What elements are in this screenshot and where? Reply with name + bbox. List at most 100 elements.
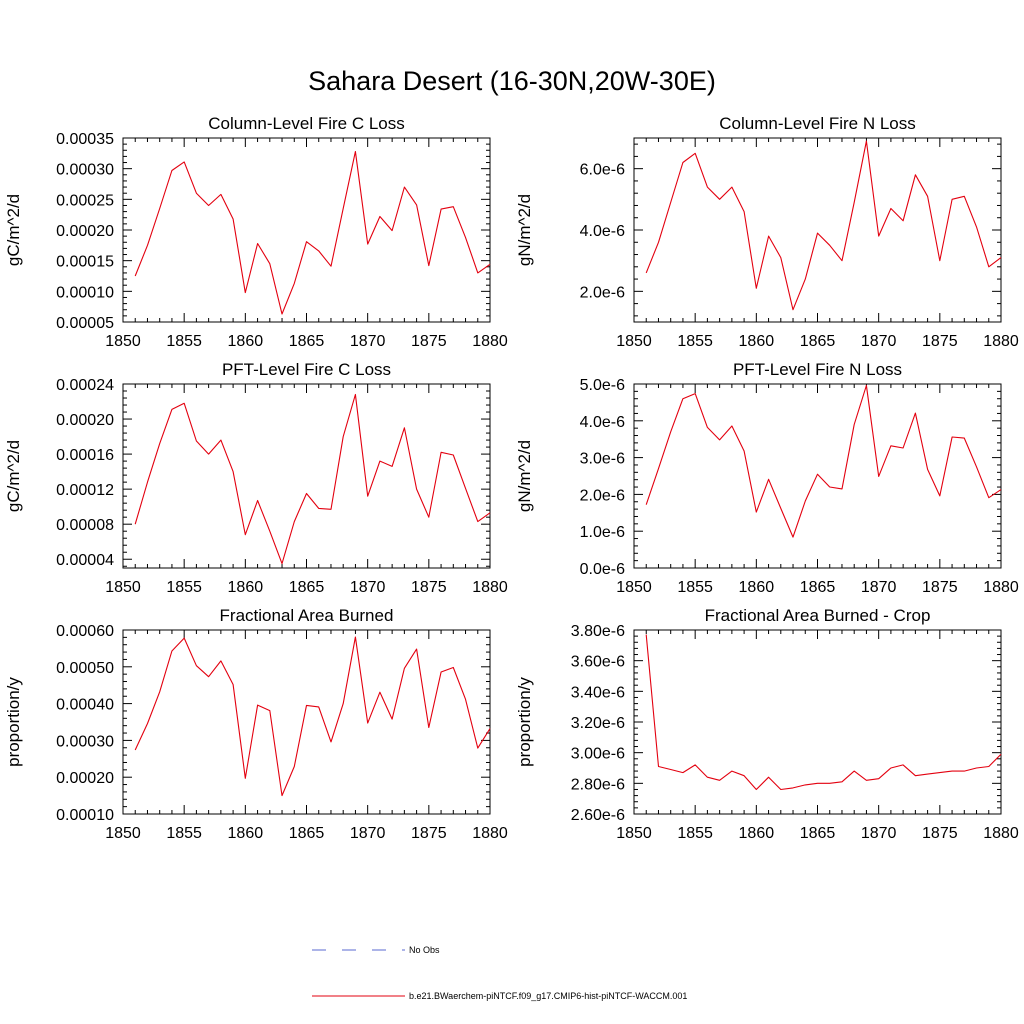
y-tick-label: 0.00016 [56, 447, 114, 464]
x-tick-label: 1850 [105, 579, 141, 596]
y-tick-label: 0.00015 [56, 254, 114, 271]
y-tick-label: 3.0e-6 [580, 451, 625, 468]
x-tick-label: 1850 [616, 579, 652, 596]
x-tick-label: 1870 [350, 333, 386, 350]
series-line [134, 393, 491, 565]
y-axis-label: gN/m^2/d [515, 440, 534, 512]
chart-panel-6: Fractional Area Burned - Crop 1850 1855 186… [515, 606, 1019, 842]
panel-title: Column-Level Fire N Loss [719, 114, 916, 133]
y-tick-label: 3.40e-6 [571, 684, 625, 701]
y-tick-label: 3.00e-6 [571, 746, 625, 763]
legend-obs-label: No Obs [409, 945, 440, 955]
series-line [134, 636, 491, 797]
series-line [134, 150, 491, 315]
y-tick-label: 0.00008 [56, 517, 114, 534]
x-tick-label: 1875 [411, 579, 447, 596]
x-tick-label: 1875 [411, 825, 447, 842]
x-tick-label: 1860 [228, 333, 264, 350]
y-axis-label: proportion/y [515, 677, 534, 767]
x-tick-label: 1870 [861, 825, 897, 842]
y-tick-label: 0.00010 [56, 807, 114, 824]
series-line [645, 140, 1002, 311]
x-tick-label: 1870 [350, 579, 386, 596]
y-axis-label: gN/m^2/d [515, 194, 534, 266]
x-tick-label: 1865 [289, 333, 325, 350]
y-tick-label: 0.0e-6 [580, 561, 625, 578]
y-tick-label: 3.20e-6 [571, 715, 625, 732]
y-tick-label: 5.0e-6 [580, 377, 625, 394]
y-tick-label: 6.0e-6 [580, 162, 625, 179]
y-tick-label: 2.0e-6 [580, 487, 625, 504]
x-tick-label: 1855 [677, 333, 713, 350]
legend: No Obs b.e21.BWaerchem-piNTCF.f09_g17.CM… [312, 945, 687, 1001]
panel-title: PFT-Level Fire C Loss [222, 360, 391, 379]
y-tick-label: 0.00010 [56, 284, 114, 301]
x-tick-label: 1875 [922, 579, 958, 596]
panel-title: Fractional Area Burned - Crop [705, 606, 931, 625]
y-tick-label: 2.0e-6 [580, 284, 625, 301]
x-tick-label: 1850 [616, 333, 652, 350]
y-tick-label: 0.00060 [56, 623, 114, 640]
x-tick-label: 1860 [739, 579, 775, 596]
series-line [645, 634, 1002, 791]
chart-panel-4: PFT-Level Fire N Loss 1850 1855 1860 1865 187… [515, 360, 1019, 596]
panels: Column-Level Fire C Loss 1850 1855 1860 1865… [4, 114, 1019, 842]
y-tick-label: 0.00050 [56, 660, 114, 677]
y-tick-label: 0.00020 [56, 223, 114, 240]
y-axis-label: gC/m^2/d [4, 440, 23, 512]
x-tick-label: 1865 [289, 825, 325, 842]
y-tick-label: 2.60e-6 [571, 807, 625, 824]
y-tick-label: 3.60e-6 [571, 654, 625, 671]
x-tick-label: 1850 [616, 825, 652, 842]
y-tick-label: 0.00020 [56, 412, 114, 429]
panel-title: Fractional Area Burned [220, 606, 394, 625]
x-tick-label: 1855 [677, 825, 713, 842]
x-tick-label: 1855 [677, 579, 713, 596]
panel-title: Column-Level Fire C Loss [208, 114, 405, 133]
x-tick-label: 1870 [350, 825, 386, 842]
y-tick-label: 0.00030 [56, 162, 114, 179]
x-tick-label: 1860 [739, 333, 775, 350]
y-tick-label: 0.00025 [56, 192, 114, 209]
x-tick-label: 1875 [922, 333, 958, 350]
x-tick-label: 1850 [105, 825, 141, 842]
y-tick-label: 0.00004 [56, 552, 114, 569]
x-tick-label: 1880 [472, 579, 508, 596]
figure-title: Sahara Desert (16-30N,20W-30E) [308, 66, 716, 96]
panel-title: PFT-Level Fire N Loss [733, 360, 902, 379]
x-tick-label: 1855 [166, 825, 202, 842]
x-tick-label: 1870 [861, 333, 897, 350]
y-tick-label: 2.80e-6 [571, 776, 625, 793]
chart-panel-1: Column-Level Fire C Loss 1850 1855 1860 1865… [4, 114, 508, 350]
x-tick-label: 1865 [800, 579, 836, 596]
y-tick-label: 0.00024 [56, 377, 114, 394]
x-tick-label: 1880 [472, 825, 508, 842]
x-tick-label: 1875 [922, 825, 958, 842]
y-axis-label: gC/m^2/d [4, 194, 23, 266]
y-tick-label: 0.00040 [56, 697, 114, 714]
x-tick-label: 1870 [861, 579, 897, 596]
y-tick-label: 0.00005 [56, 315, 114, 332]
x-tick-label: 1855 [166, 579, 202, 596]
y-tick-label: 4.0e-6 [580, 223, 625, 240]
y-tick-label: 0.00012 [56, 482, 114, 499]
y-tick-label: 0.00020 [56, 770, 114, 787]
x-tick-label: 1880 [983, 333, 1019, 350]
x-tick-label: 1860 [739, 825, 775, 842]
chart-panel-5: Fractional Area Burned 1850 1855 1860 1865 18… [4, 606, 508, 842]
x-tick-label: 1860 [228, 579, 264, 596]
y-tick-label: 4.0e-6 [580, 414, 625, 431]
chart-panel-3: PFT-Level Fire C Loss 1850 1855 1860 1865 187… [4, 360, 508, 596]
x-tick-label: 1850 [105, 333, 141, 350]
x-tick-label: 1880 [472, 333, 508, 350]
series-line [645, 384, 1002, 538]
x-tick-label: 1880 [983, 579, 1019, 596]
y-tick-label: 0.00035 [56, 131, 114, 148]
x-tick-label: 1875 [411, 333, 447, 350]
y-tick-label: 3.80e-6 [571, 623, 625, 640]
legend-model-label: b.e21.BWaerchem-piNTCF.f09_g17.CMIP6-his… [409, 991, 687, 1001]
chart-panel-2: Column-Level Fire N Loss 1850 1855 1860 1865… [515, 114, 1019, 350]
x-tick-label: 1860 [228, 825, 264, 842]
